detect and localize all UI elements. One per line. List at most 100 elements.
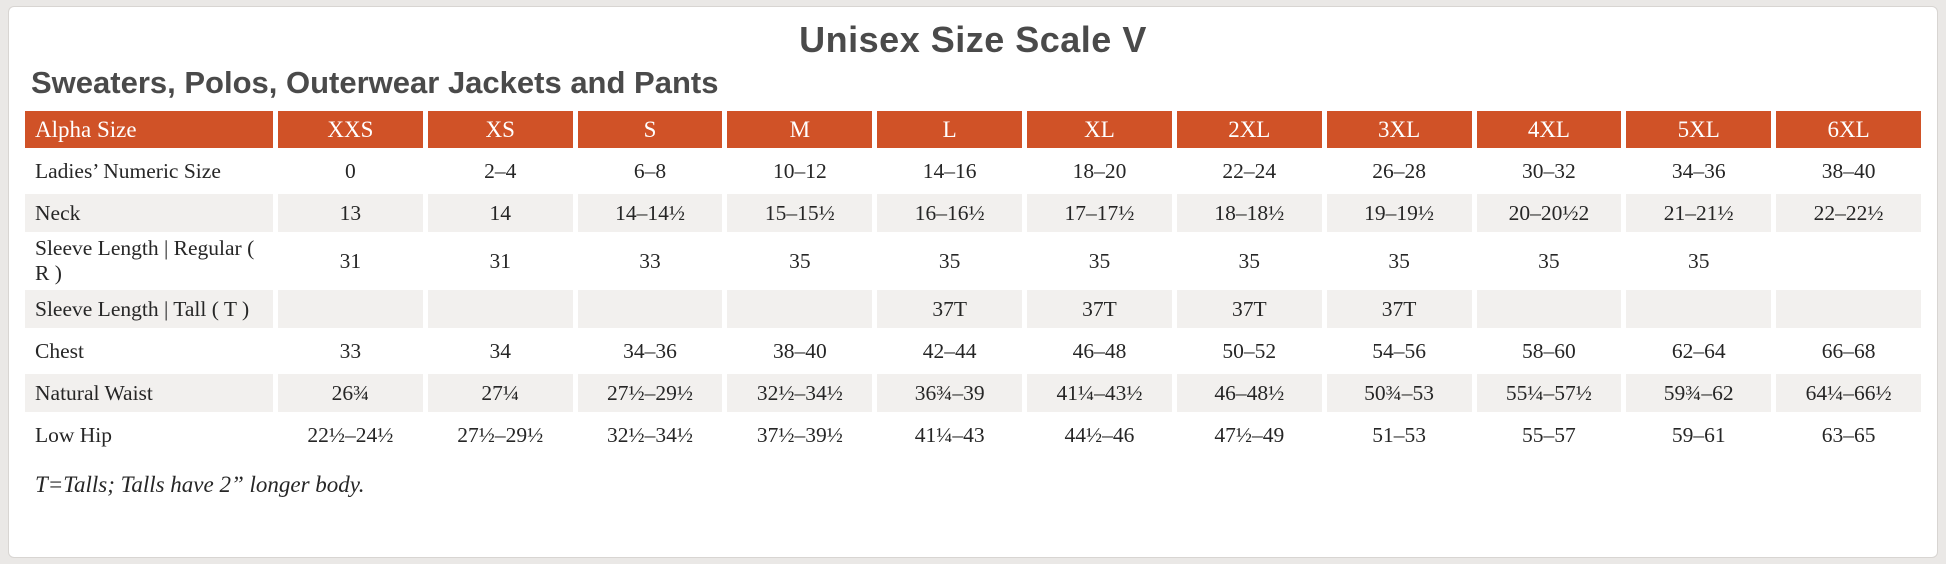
table-header: Alpha Size XXS XS S M L XL 2XL 3XL 4XL 5XL 6XL [25, 111, 1921, 148]
cell [727, 290, 873, 328]
page-subtitle: Sweaters, Polos, Outerwear Jackets and P… [31, 65, 719, 100]
page-title: Unisex Size Scale V [799, 19, 1147, 60]
cell: 36¾–39 [877, 374, 1023, 412]
cell: 32½–34½ [727, 374, 873, 412]
cell: 55–57 [1476, 416, 1622, 454]
header-row: Alpha Size XXS XS S M L XL 2XL 3XL 4XL 5XL 6XL [25, 111, 1921, 148]
size-chart-card: Unisex Size Scale V Sweaters, Polos, Out… [8, 6, 1938, 558]
table-row: Sleeve Length | Tall ( T ) 37T 37T 37T 37T [25, 290, 1921, 328]
column-header: 6XL [1776, 111, 1921, 148]
table-row: Natural Waist 26¾ 27¼ 27½–29½ 32½–34½ 36¾–39 4… [25, 374, 1921, 412]
cell: 18–20 [1027, 152, 1172, 190]
cell: 38–40 [1776, 152, 1921, 190]
cell: 35 [1027, 236, 1172, 286]
table-body: Ladies’ Numeric Size 0 2–4 6–8 10–12 14–16 18–… [25, 152, 1921, 454]
cell: 63–65 [1776, 416, 1921, 454]
cell: 41¼–43½ [1027, 374, 1172, 412]
cell: 35 [1626, 236, 1772, 286]
cell: 26¾ [278, 374, 423, 412]
cell: 64¼–66½ [1776, 374, 1921, 412]
cell: 10–12 [727, 152, 873, 190]
cell: 47½–49 [1176, 416, 1322, 454]
cell: 2–4 [427, 152, 573, 190]
cell: 46–48½ [1176, 374, 1322, 412]
cell: 41¼–43 [877, 416, 1023, 454]
cell: 30–32 [1476, 152, 1622, 190]
cell: 66–68 [1776, 332, 1921, 370]
cell: 33 [278, 332, 423, 370]
row-label: Low Hip [25, 416, 273, 454]
cell: 42–44 [877, 332, 1023, 370]
cell: 35 [1176, 236, 1322, 286]
cell: 27½–29½ [577, 374, 723, 412]
cell: 37T [877, 290, 1023, 328]
cell [1476, 290, 1622, 328]
cell: 44½–46 [1027, 416, 1172, 454]
cell [577, 290, 723, 328]
cell: 59¾–62 [1626, 374, 1772, 412]
column-header: S [577, 111, 723, 148]
row-label: Neck [25, 194, 273, 232]
cell: 37T [1326, 290, 1472, 328]
cell: 59–61 [1626, 416, 1772, 454]
cell: 34–36 [1626, 152, 1772, 190]
cell: 31 [278, 236, 423, 286]
cell: 15–15½ [727, 194, 873, 232]
size-chart-table: Alpha Size XXS XS S M L XL 2XL 3XL 4XL 5XL 6XL Ladi… [20, 107, 1926, 458]
cell: 0 [278, 152, 423, 190]
column-header: 5XL [1626, 111, 1772, 148]
cell: 16–16½ [877, 194, 1023, 232]
cell: 46–48 [1027, 332, 1172, 370]
cell: 18–18½ [1176, 194, 1322, 232]
cell: 31 [427, 236, 573, 286]
table-row: Ladies’ Numeric Size 0 2–4 6–8 10–12 14–16 18–… [25, 152, 1921, 190]
column-header: 3XL [1326, 111, 1472, 148]
row-label: Sleeve Length | Regular ( R ) [25, 236, 273, 286]
cell: 20–20½2 [1476, 194, 1622, 232]
column-header: 4XL [1476, 111, 1622, 148]
row-label: Chest [25, 332, 273, 370]
cell: 22–22½ [1776, 194, 1921, 232]
column-header: XS [427, 111, 573, 148]
cell [1776, 236, 1921, 286]
cell: 35 [877, 236, 1023, 286]
cell [278, 290, 423, 328]
row-label: Sleeve Length | Tall ( T ) [25, 290, 273, 328]
cell: 17–17½ [1027, 194, 1172, 232]
column-header: XXS [278, 111, 423, 148]
cell: 62–64 [1626, 332, 1772, 370]
cell: 22–24 [1176, 152, 1322, 190]
row-label: Natural Waist [25, 374, 273, 412]
cell: 50¾–53 [1326, 374, 1472, 412]
cell: 37T [1176, 290, 1322, 328]
cell [427, 290, 573, 328]
cell: 26–28 [1326, 152, 1472, 190]
cell: 35 [727, 236, 873, 286]
cell: 34 [427, 332, 573, 370]
cell: 22½–24½ [278, 416, 423, 454]
column-header: M [727, 111, 873, 148]
cell: 19–19½ [1326, 194, 1472, 232]
table-row: Sleeve Length | Regular ( R ) 31 31 33 35 35 3… [25, 236, 1921, 286]
cell [1626, 290, 1772, 328]
cell: 35 [1476, 236, 1622, 286]
cell: 27½–29½ [427, 416, 573, 454]
cell: 13 [278, 194, 423, 232]
cell: 55¼–57½ [1476, 374, 1622, 412]
cell: 54–56 [1326, 332, 1472, 370]
cell: 14–16 [877, 152, 1023, 190]
cell: 14–14½ [577, 194, 723, 232]
cell: 34–36 [577, 332, 723, 370]
cell: 50–52 [1176, 332, 1322, 370]
table-row: Chest 33 34 34–36 38–40 42–44 46–48 50–52 54–56 5… [25, 332, 1921, 370]
cell: 37½–39½ [727, 416, 873, 454]
column-header: 2XL [1176, 111, 1322, 148]
cell: 35 [1326, 236, 1472, 286]
cell: 38–40 [727, 332, 873, 370]
table-row: Low Hip 22½–24½ 27½–29½ 32½–34½ 37½–39½ 41¼–4… [25, 416, 1921, 454]
cell: 27¼ [427, 374, 573, 412]
column-header: Alpha Size [25, 111, 273, 148]
cell: 6–8 [577, 152, 723, 190]
column-header: XL [1027, 111, 1172, 148]
column-header: L [877, 111, 1023, 148]
